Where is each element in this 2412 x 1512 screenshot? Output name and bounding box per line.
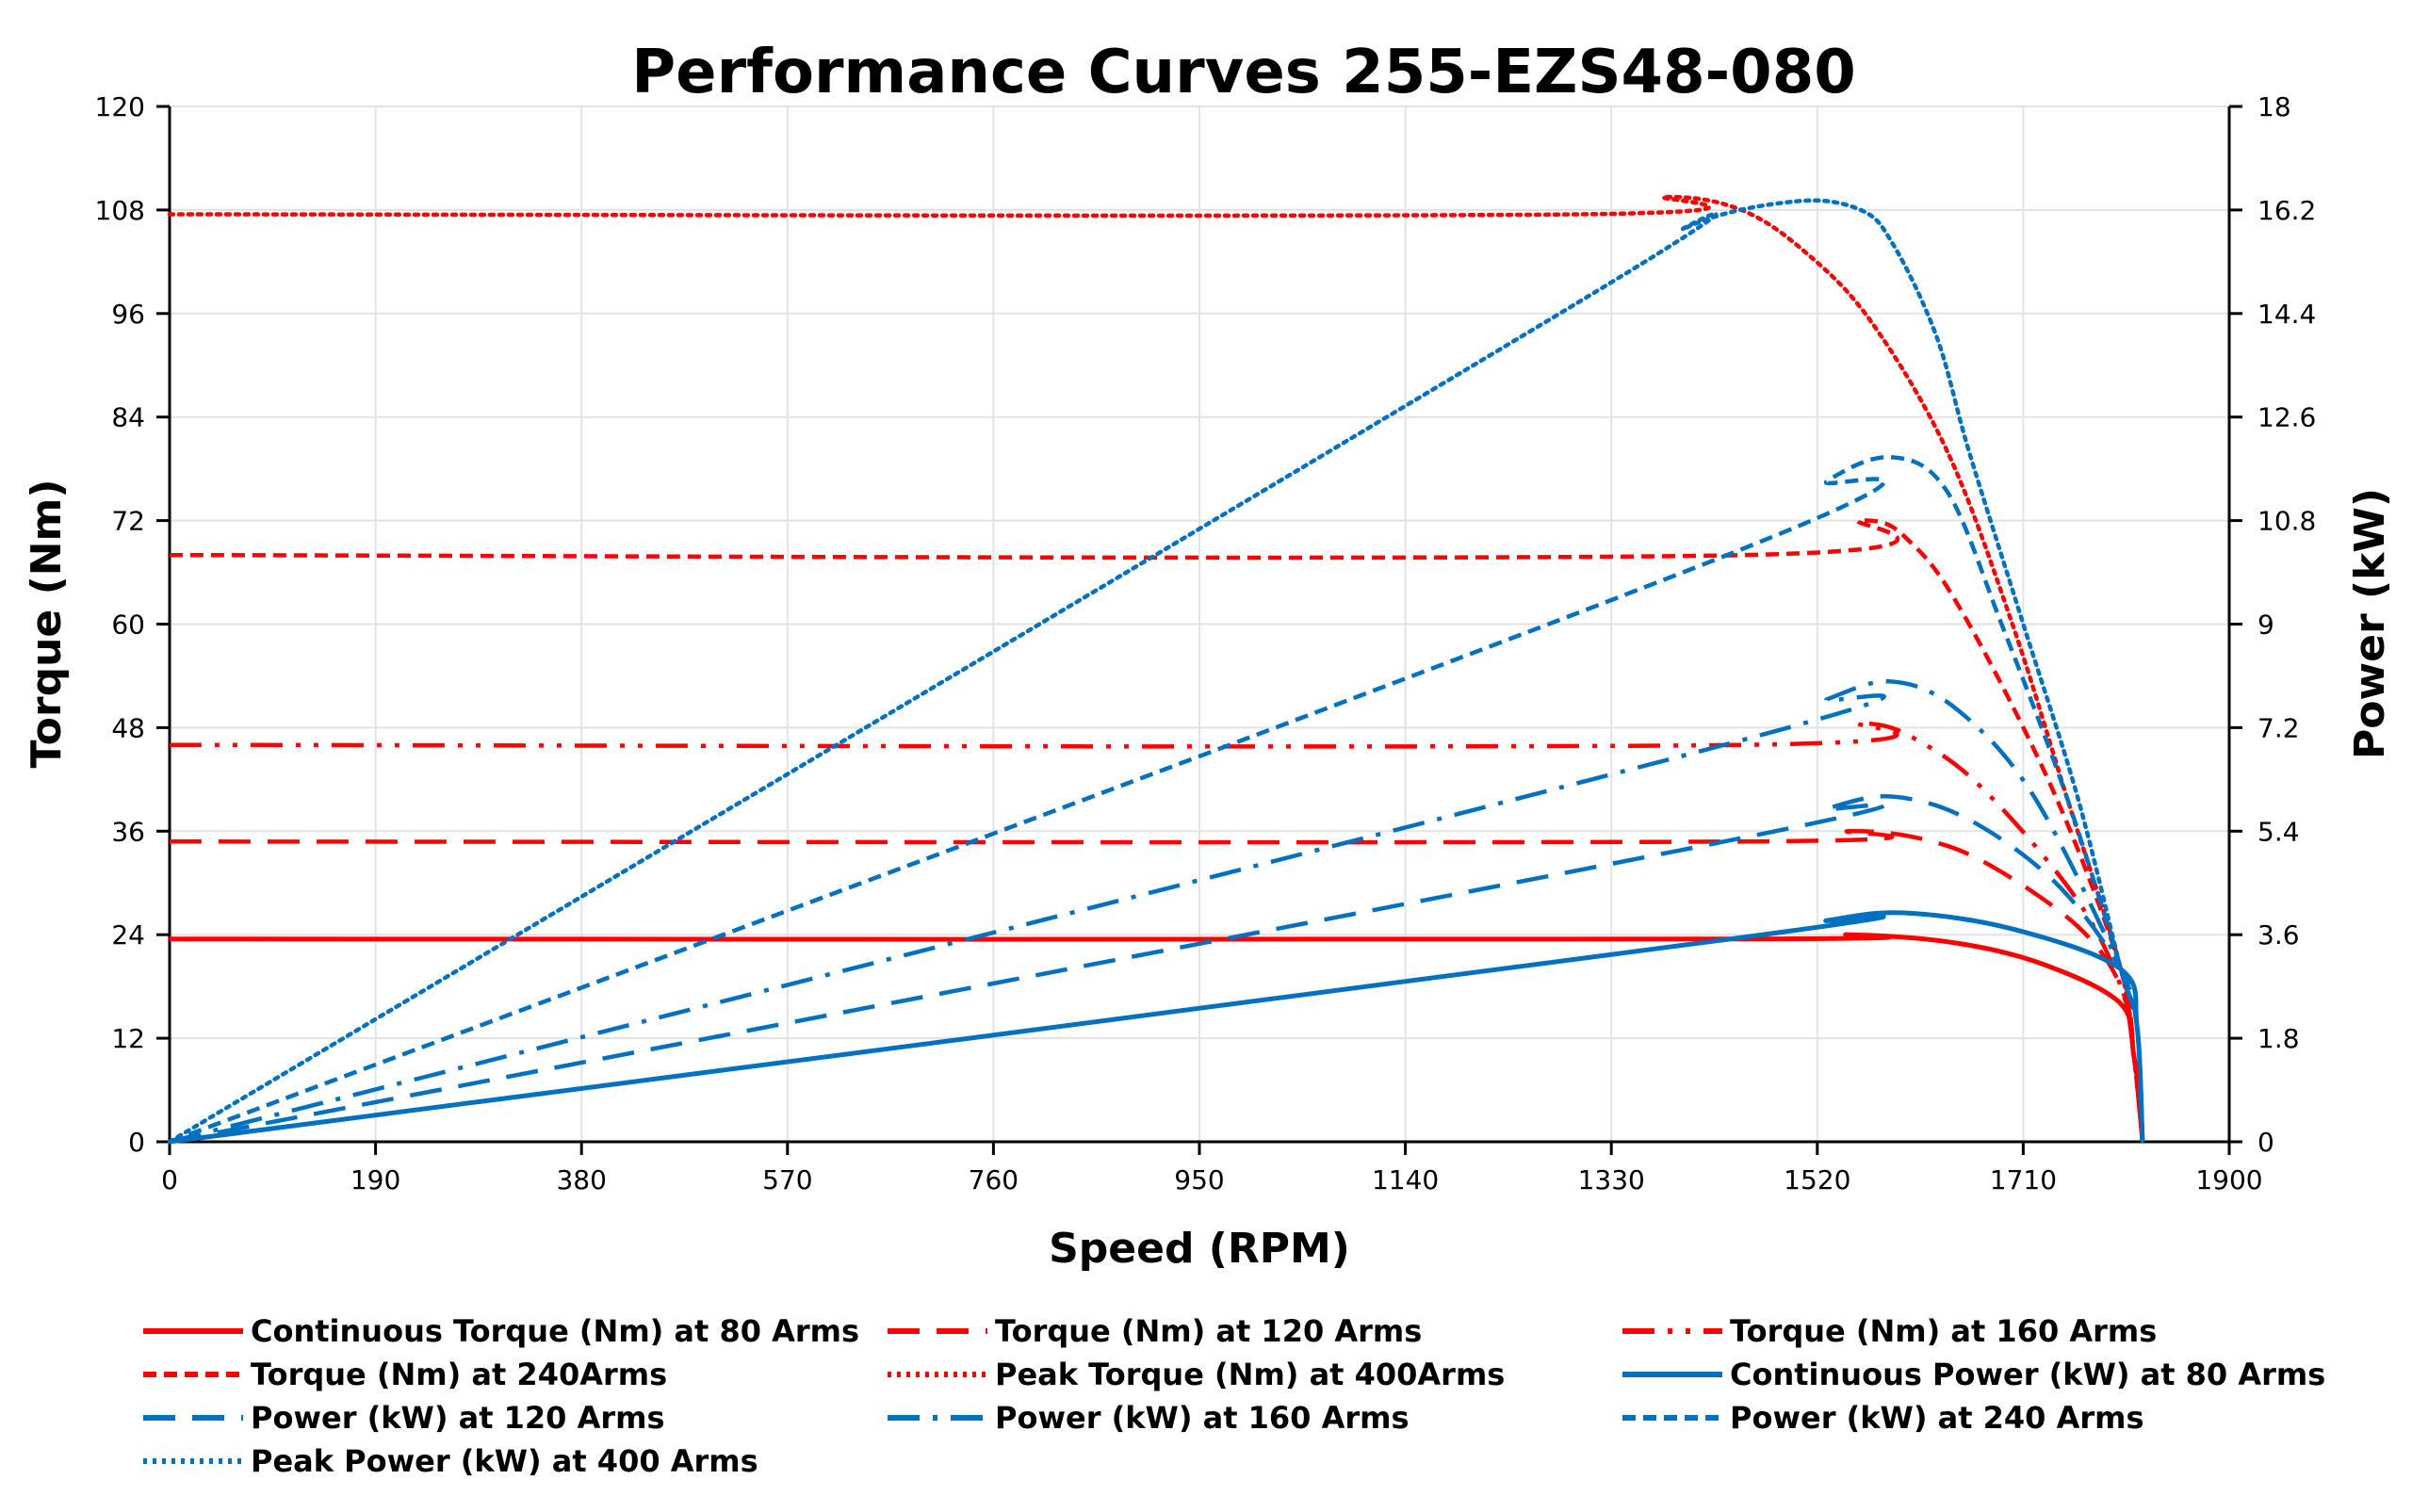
chart-title: Performance Curves 255-EZS48-080 (631, 38, 1856, 107)
legend-label: Power (kW) at 120 Arms (251, 1400, 665, 1436)
y-tick-label: 12 (111, 1023, 145, 1054)
legend-item: Torque (Nm) at 160 Arms (1621, 1313, 2308, 1349)
y2-tick-label: 3.6 (2257, 919, 2300, 951)
performance-chart: Performance Curves 255-EZS48-080 0 190 380… (23, 38, 2394, 1273)
y-axis-label: Torque (Nm) (23, 480, 71, 769)
y2-tick-label: 12.6 (2257, 402, 2316, 433)
y2-tick-label: 16.2 (2257, 195, 2316, 226)
y-tick-label: 36 (111, 816, 145, 847)
series-line-7 (169, 794, 2145, 1145)
y2-tick-label: 0 (2257, 1127, 2274, 1158)
legend-swatch-icon (888, 1328, 987, 1334)
legend-swatch-icon (143, 1415, 243, 1421)
y2-tick-label: 14.4 (2257, 299, 2316, 330)
legend-swatch-icon (888, 1372, 987, 1377)
y-tick-label: 72 (111, 506, 145, 537)
x-tick-label: 760 (969, 1164, 1019, 1195)
y2-axis-label: Power (kW) (2346, 488, 2394, 759)
x-tick-label: 0 (161, 1164, 178, 1195)
x-tick-label: 1330 (1578, 1164, 1645, 1195)
x-tick-label: 1710 (1990, 1164, 2057, 1195)
legend-swatch-icon (1622, 1328, 1722, 1334)
y2-tick-label: 18 (2257, 91, 2291, 122)
y-tick-label: 96 (111, 299, 145, 330)
x-tick-label: 190 (350, 1164, 400, 1195)
legend-item: Continuous Torque (Nm) at 80 Arms (141, 1313, 886, 1349)
legend-label: Torque (Nm) at 120 Arms (995, 1313, 1423, 1349)
legend-label: Torque (Nm) at 160 Arms (1730, 1313, 2158, 1349)
series-line-3 (169, 721, 2145, 1143)
legend-swatch-icon (143, 1328, 243, 1334)
x-tick-label: 1140 (1372, 1164, 1439, 1195)
legend-label: Power (kW) at 240 Arms (1730, 1400, 2144, 1436)
x-tick-label: 1520 (1784, 1164, 1850, 1195)
series-line-4 (169, 518, 2145, 1143)
y2-tick-label: 7.2 (2257, 712, 2300, 743)
x-tick-label: 380 (556, 1164, 606, 1195)
y-tick-label: 120 (95, 91, 145, 122)
x-axis-label: Speed (RPM) (1049, 1225, 1350, 1273)
legend-swatch-icon (1622, 1415, 1722, 1421)
legend: Continuous Torque (Nm) at 80 Arms Torque … (141, 1313, 2325, 1479)
y2-tick-label: 1.8 (2257, 1023, 2300, 1054)
legend-label: Continuous Power (kW) at 80 Arms (1730, 1357, 2326, 1392)
legend-swatch-icon (888, 1415, 987, 1421)
y-tick-label: 0 (128, 1127, 145, 1158)
legend-label: Continuous Torque (Nm) at 80 Arms (251, 1313, 860, 1349)
series-line-5 (167, 194, 2145, 1145)
legend-label: Peak Power (kW) at 400 Arms (251, 1443, 758, 1479)
y-tick-label: 24 (111, 919, 145, 951)
legend-item: Torque (Nm) at 120 Arms (886, 1313, 1621, 1349)
series-line-2 (169, 829, 2145, 1143)
x-tick-label: 1900 (2195, 1164, 2262, 1195)
legend-swatch-icon (1622, 1372, 1722, 1377)
legend-item: Power (kW) at 160 Arms (886, 1400, 1621, 1436)
legend-item: Continuous Power (kW) at 80 Arms (1621, 1357, 2325, 1392)
x-tick-label: 950 (1174, 1164, 1224, 1195)
y2-tick-label: 10.8 (2257, 506, 2316, 537)
legend-item: Peak Power (kW) at 400 Arms (141, 1443, 886, 1479)
legend-swatch-icon (143, 1458, 243, 1464)
legend-item: Torque (Nm) at 240Arms (141, 1357, 886, 1392)
y-tick-label: 108 (95, 195, 145, 226)
legend-label: Power (kW) at 160 Arms (995, 1400, 1410, 1436)
y2-tick-label: 9 (2257, 610, 2274, 641)
series-line-10 (167, 198, 2145, 1145)
series-line-8 (169, 679, 2145, 1145)
legend-label: Peak Torque (Nm) at 400Arms (995, 1357, 1506, 1392)
x-tick-label: 570 (762, 1164, 812, 1195)
gridlines (169, 106, 2230, 1143)
legend-swatch-icon (143, 1372, 243, 1377)
y2-tick-label: 5.4 (2257, 816, 2300, 847)
y-tick-label: 60 (111, 610, 145, 641)
legend-label: Torque (Nm) at 240Arms (251, 1357, 668, 1392)
y-tick-label: 48 (111, 712, 145, 743)
y-tick-label: 84 (111, 402, 145, 433)
series-lines (167, 194, 2145, 1145)
legend-item: Power (kW) at 240 Arms (1621, 1400, 2308, 1436)
legend-item: Peak Torque (Nm) at 400Arms (886, 1357, 1621, 1392)
series-line-6 (169, 910, 2145, 1145)
legend-item: Power (kW) at 120 Arms (141, 1400, 886, 1436)
